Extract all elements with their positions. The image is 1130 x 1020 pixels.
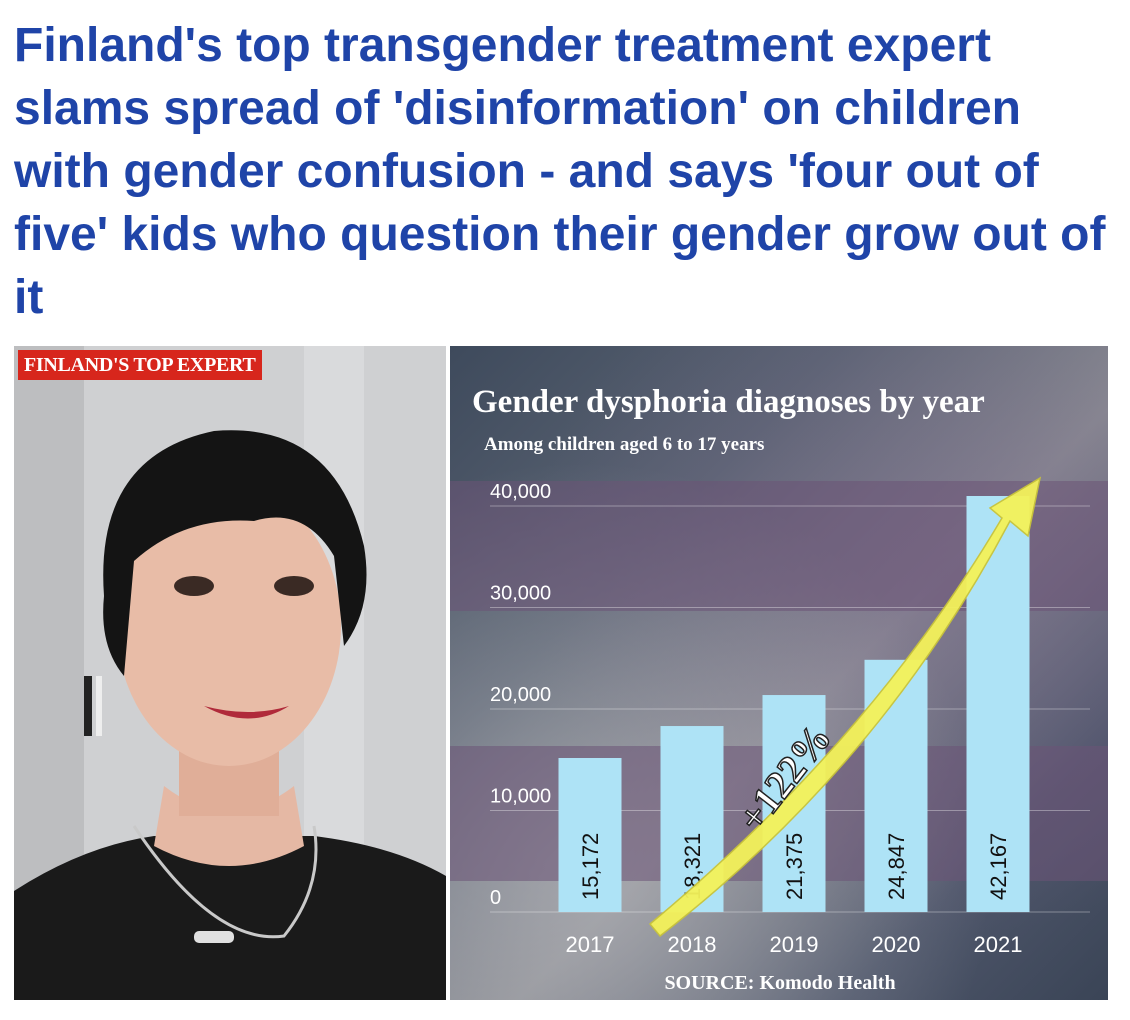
x-tick-label: 2018 — [668, 932, 717, 957]
bar-value-label: 42,167 — [986, 833, 1011, 900]
x-tick-label: 2020 — [872, 932, 921, 957]
chart-title: Gender dysphoria diagnoses by year — [472, 384, 985, 420]
bar-2017 — [558, 758, 622, 912]
chart-subtitle: Among children aged 6 to 17 years — [484, 434, 764, 455]
x-tick-label: 2021 — [974, 932, 1023, 957]
y-tick-label: 10,000 — [490, 786, 551, 808]
x-tick-label: 2017 — [566, 932, 615, 957]
bar-value-label: 24,847 — [884, 833, 909, 900]
y-tick-label: 40,000 — [490, 481, 551, 503]
bar-value-label: 15,172 — [578, 833, 603, 900]
portrait-illustration — [14, 346, 446, 1000]
y-tick-label: 20,000 — [490, 684, 551, 706]
growth-arrow — [648, 476, 1042, 938]
y-tick-label: 30,000 — [490, 583, 551, 605]
expert-badge: FINLAND'S TOP EXPERT — [18, 350, 262, 380]
expert-photo: FINLAND'S TOP EXPERT — [14, 346, 446, 1000]
y-tick-label: 0 — [490, 887, 501, 909]
caption-cutoff — [0, 1006, 1130, 1020]
chart-panel: 15,172 18,321 21,375 24,847 42,167 +122% Gen… — [450, 346, 1108, 1000]
bar-value-label: 21,375 — [782, 833, 807, 900]
x-tick-label: 2019 — [770, 932, 819, 957]
bar-chart: 15,172 18,321 21,375 24,847 42,167 +122% Gen… — [450, 384, 1108, 994]
headline: Finland's top transgender treatment expe… — [14, 19, 1106, 324]
chart-source: SOURCE: Komodo Health — [664, 972, 895, 994]
